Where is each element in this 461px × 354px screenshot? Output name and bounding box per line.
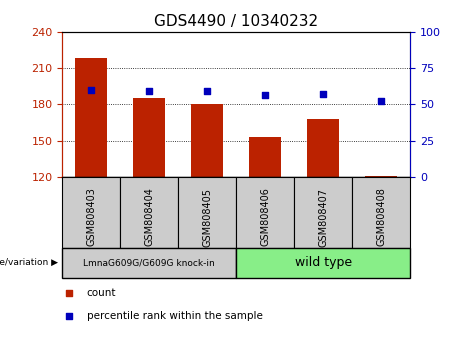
- Bar: [191, 104, 223, 177]
- Point: [261, 92, 269, 98]
- Bar: [352, 177, 410, 248]
- Bar: [236, 248, 410, 278]
- Bar: [62, 248, 236, 278]
- Title: GDS4490 / 10340232: GDS4490 / 10340232: [154, 14, 319, 29]
- Text: percentile rank within the sample: percentile rank within the sample: [87, 311, 262, 321]
- Point: [204, 88, 211, 94]
- Point: [65, 313, 73, 319]
- Text: GSM808407: GSM808407: [318, 188, 328, 247]
- Bar: [294, 177, 352, 248]
- Point: [146, 88, 153, 94]
- Text: GSM808403: GSM808403: [86, 188, 96, 246]
- Bar: [62, 177, 120, 248]
- Text: GSM808405: GSM808405: [202, 188, 212, 247]
- Point: [88, 87, 95, 93]
- Text: wild type: wild type: [295, 256, 352, 269]
- Text: GSM808408: GSM808408: [376, 188, 386, 246]
- Bar: [75, 58, 107, 177]
- Point: [65, 290, 73, 296]
- Point: [378, 98, 385, 104]
- Bar: [178, 177, 236, 248]
- Bar: [249, 137, 281, 177]
- Bar: [365, 176, 397, 177]
- Text: GSM808404: GSM808404: [144, 188, 154, 246]
- Text: GSM808406: GSM808406: [260, 188, 270, 246]
- Bar: [120, 177, 178, 248]
- Bar: [133, 98, 165, 177]
- Text: genotype/variation ▶: genotype/variation ▶: [0, 258, 58, 267]
- Bar: [307, 119, 339, 177]
- Text: count: count: [87, 288, 116, 298]
- Bar: [236, 177, 294, 248]
- Point: [319, 91, 327, 96]
- Text: LmnaG609G/G609G knock-in: LmnaG609G/G609G knock-in: [83, 258, 215, 267]
